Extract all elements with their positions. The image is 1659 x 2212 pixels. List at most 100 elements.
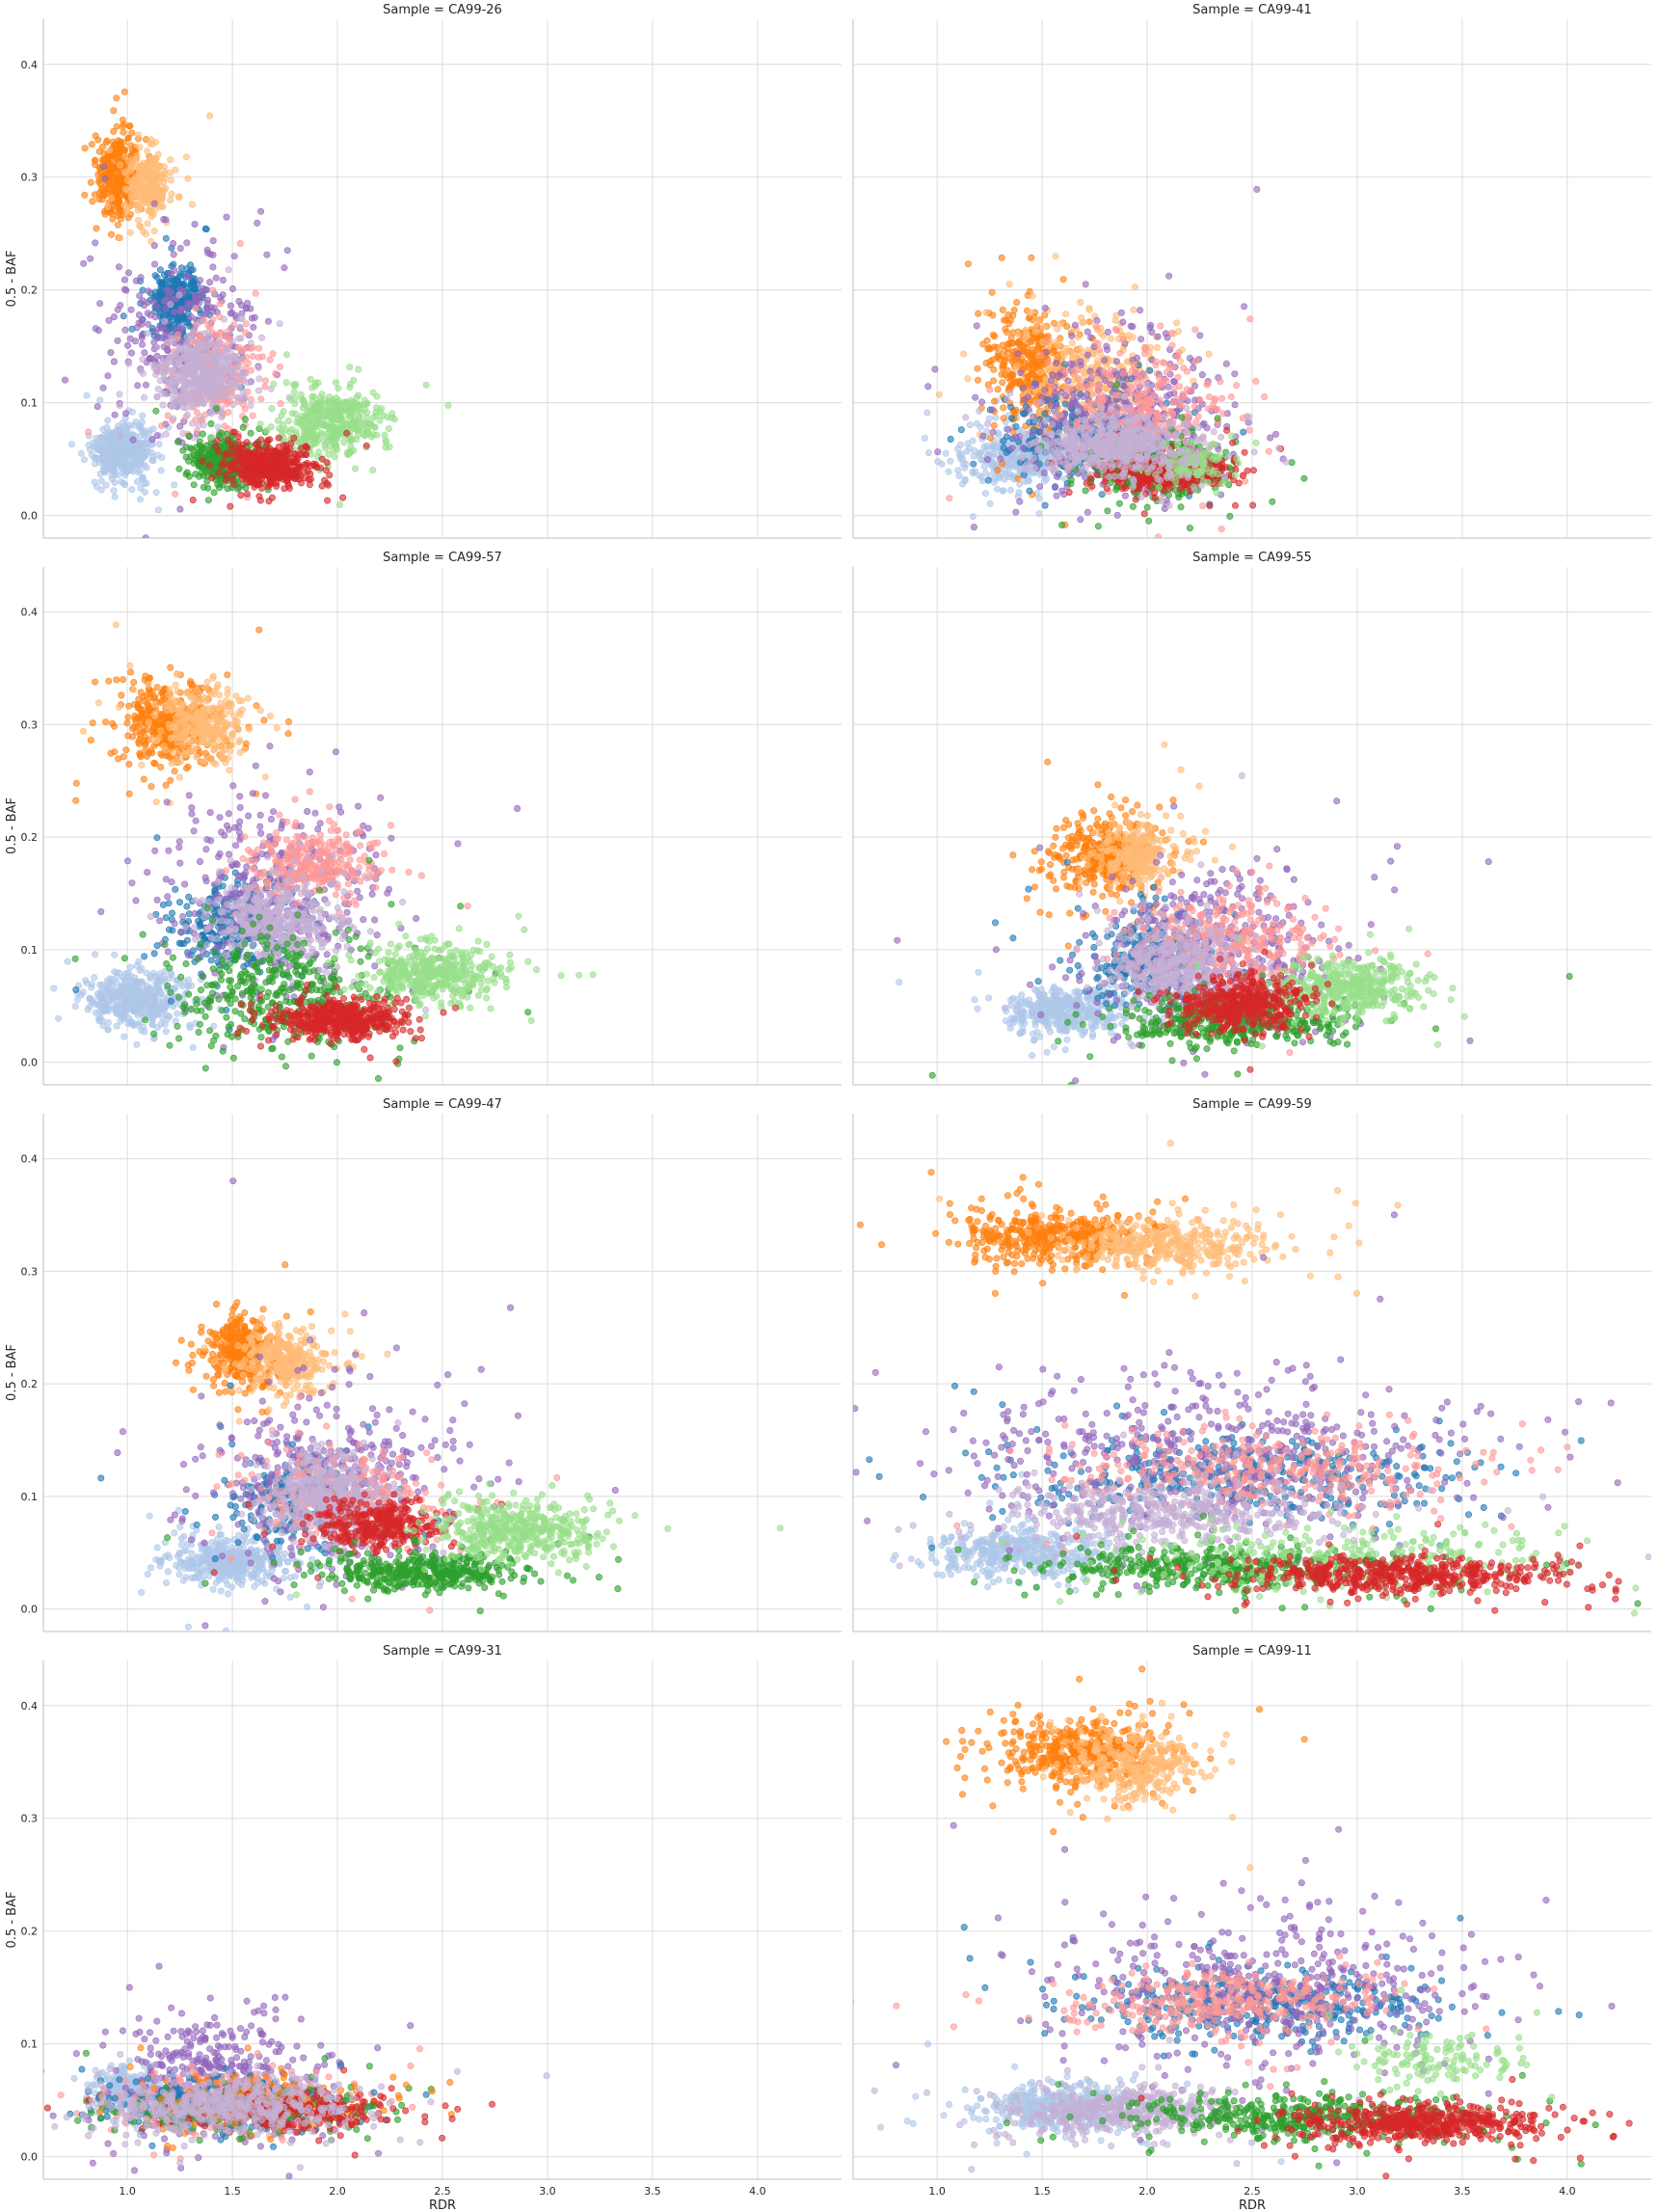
data-point <box>1008 415 1016 422</box>
data-point <box>308 384 316 391</box>
data-point <box>972 393 979 401</box>
data-point <box>268 494 276 501</box>
data-point <box>1062 310 1070 318</box>
data-point <box>1012 508 1020 516</box>
data-point <box>241 416 249 423</box>
data-point <box>107 349 115 357</box>
data-point <box>989 331 997 338</box>
data-point <box>150 200 158 207</box>
data-point <box>167 156 174 164</box>
data-point <box>1026 487 1033 495</box>
data-point <box>193 351 201 359</box>
data-point <box>316 397 324 405</box>
data-point <box>994 466 1002 473</box>
data-point <box>157 194 165 202</box>
data-point <box>964 375 972 383</box>
data-point <box>117 433 124 441</box>
data-point <box>1011 364 1019 372</box>
data-point <box>251 313 258 321</box>
data-point <box>110 127 118 135</box>
data-point <box>338 403 346 411</box>
data-point <box>175 465 183 472</box>
data-point <box>272 465 280 472</box>
data-point <box>163 360 171 367</box>
data-point <box>282 379 290 387</box>
data-point <box>124 134 132 142</box>
data-point <box>128 194 136 202</box>
data-point <box>206 251 214 258</box>
data-point <box>230 384 238 391</box>
data-point <box>957 426 965 434</box>
data-point <box>350 446 358 454</box>
data-point <box>382 437 389 445</box>
data-point <box>990 365 998 373</box>
data-point <box>203 306 211 313</box>
data-point <box>209 315 217 323</box>
data-point <box>143 437 150 445</box>
data-point <box>184 389 192 396</box>
data-point <box>125 269 133 277</box>
data-point <box>354 431 361 439</box>
data-point <box>144 330 151 337</box>
data-point <box>329 416 336 423</box>
data-point <box>346 364 354 371</box>
data-point <box>208 453 216 461</box>
data-point <box>94 483 101 491</box>
data-point <box>229 480 237 488</box>
data-point <box>244 360 252 367</box>
data-point <box>297 472 305 480</box>
data-point <box>175 291 183 299</box>
data-point <box>999 306 1006 313</box>
data-point <box>982 445 990 453</box>
data-point <box>974 364 981 372</box>
data-point <box>150 298 158 306</box>
y-tick-label: 0.4 <box>21 59 39 71</box>
data-point <box>206 112 214 120</box>
data-point <box>1084 508 1091 516</box>
data-point <box>225 266 232 274</box>
data-point <box>315 417 323 424</box>
data-point <box>123 187 131 195</box>
data-point <box>237 491 245 499</box>
data-point <box>120 121 127 128</box>
data-point <box>1014 330 1022 337</box>
data-point <box>183 444 191 451</box>
data-point <box>1064 377 1072 385</box>
data-point <box>255 375 263 383</box>
data-point <box>1007 355 1015 363</box>
data-point <box>238 459 246 467</box>
data-point <box>242 369 250 377</box>
data-point <box>266 356 274 364</box>
data-point <box>1045 365 1053 373</box>
data-point <box>1001 475 1008 483</box>
data-point <box>157 467 165 474</box>
data-point <box>161 317 169 325</box>
data-point <box>193 427 201 435</box>
data-point <box>155 441 163 448</box>
data-point <box>942 449 950 457</box>
data-point <box>105 316 113 324</box>
data-point <box>983 337 991 344</box>
data-point <box>148 436 156 444</box>
data-point <box>277 399 284 407</box>
data-point <box>117 161 124 169</box>
data-point <box>1026 418 1033 426</box>
data-point <box>171 481 178 489</box>
data-point <box>247 305 254 312</box>
data-point <box>275 434 282 442</box>
data-point <box>137 496 145 503</box>
data-point <box>206 462 214 470</box>
data-point <box>153 343 161 351</box>
data-point <box>228 309 236 316</box>
data-point <box>124 176 132 184</box>
data-point <box>282 351 290 359</box>
data-point <box>362 442 370 449</box>
data-point <box>149 425 157 433</box>
data-point <box>137 461 145 469</box>
data-point <box>101 210 109 218</box>
data-point <box>229 284 237 292</box>
data-point <box>1082 281 1089 288</box>
data-point <box>209 286 217 294</box>
data-point <box>94 455 101 463</box>
data-point <box>136 292 144 300</box>
